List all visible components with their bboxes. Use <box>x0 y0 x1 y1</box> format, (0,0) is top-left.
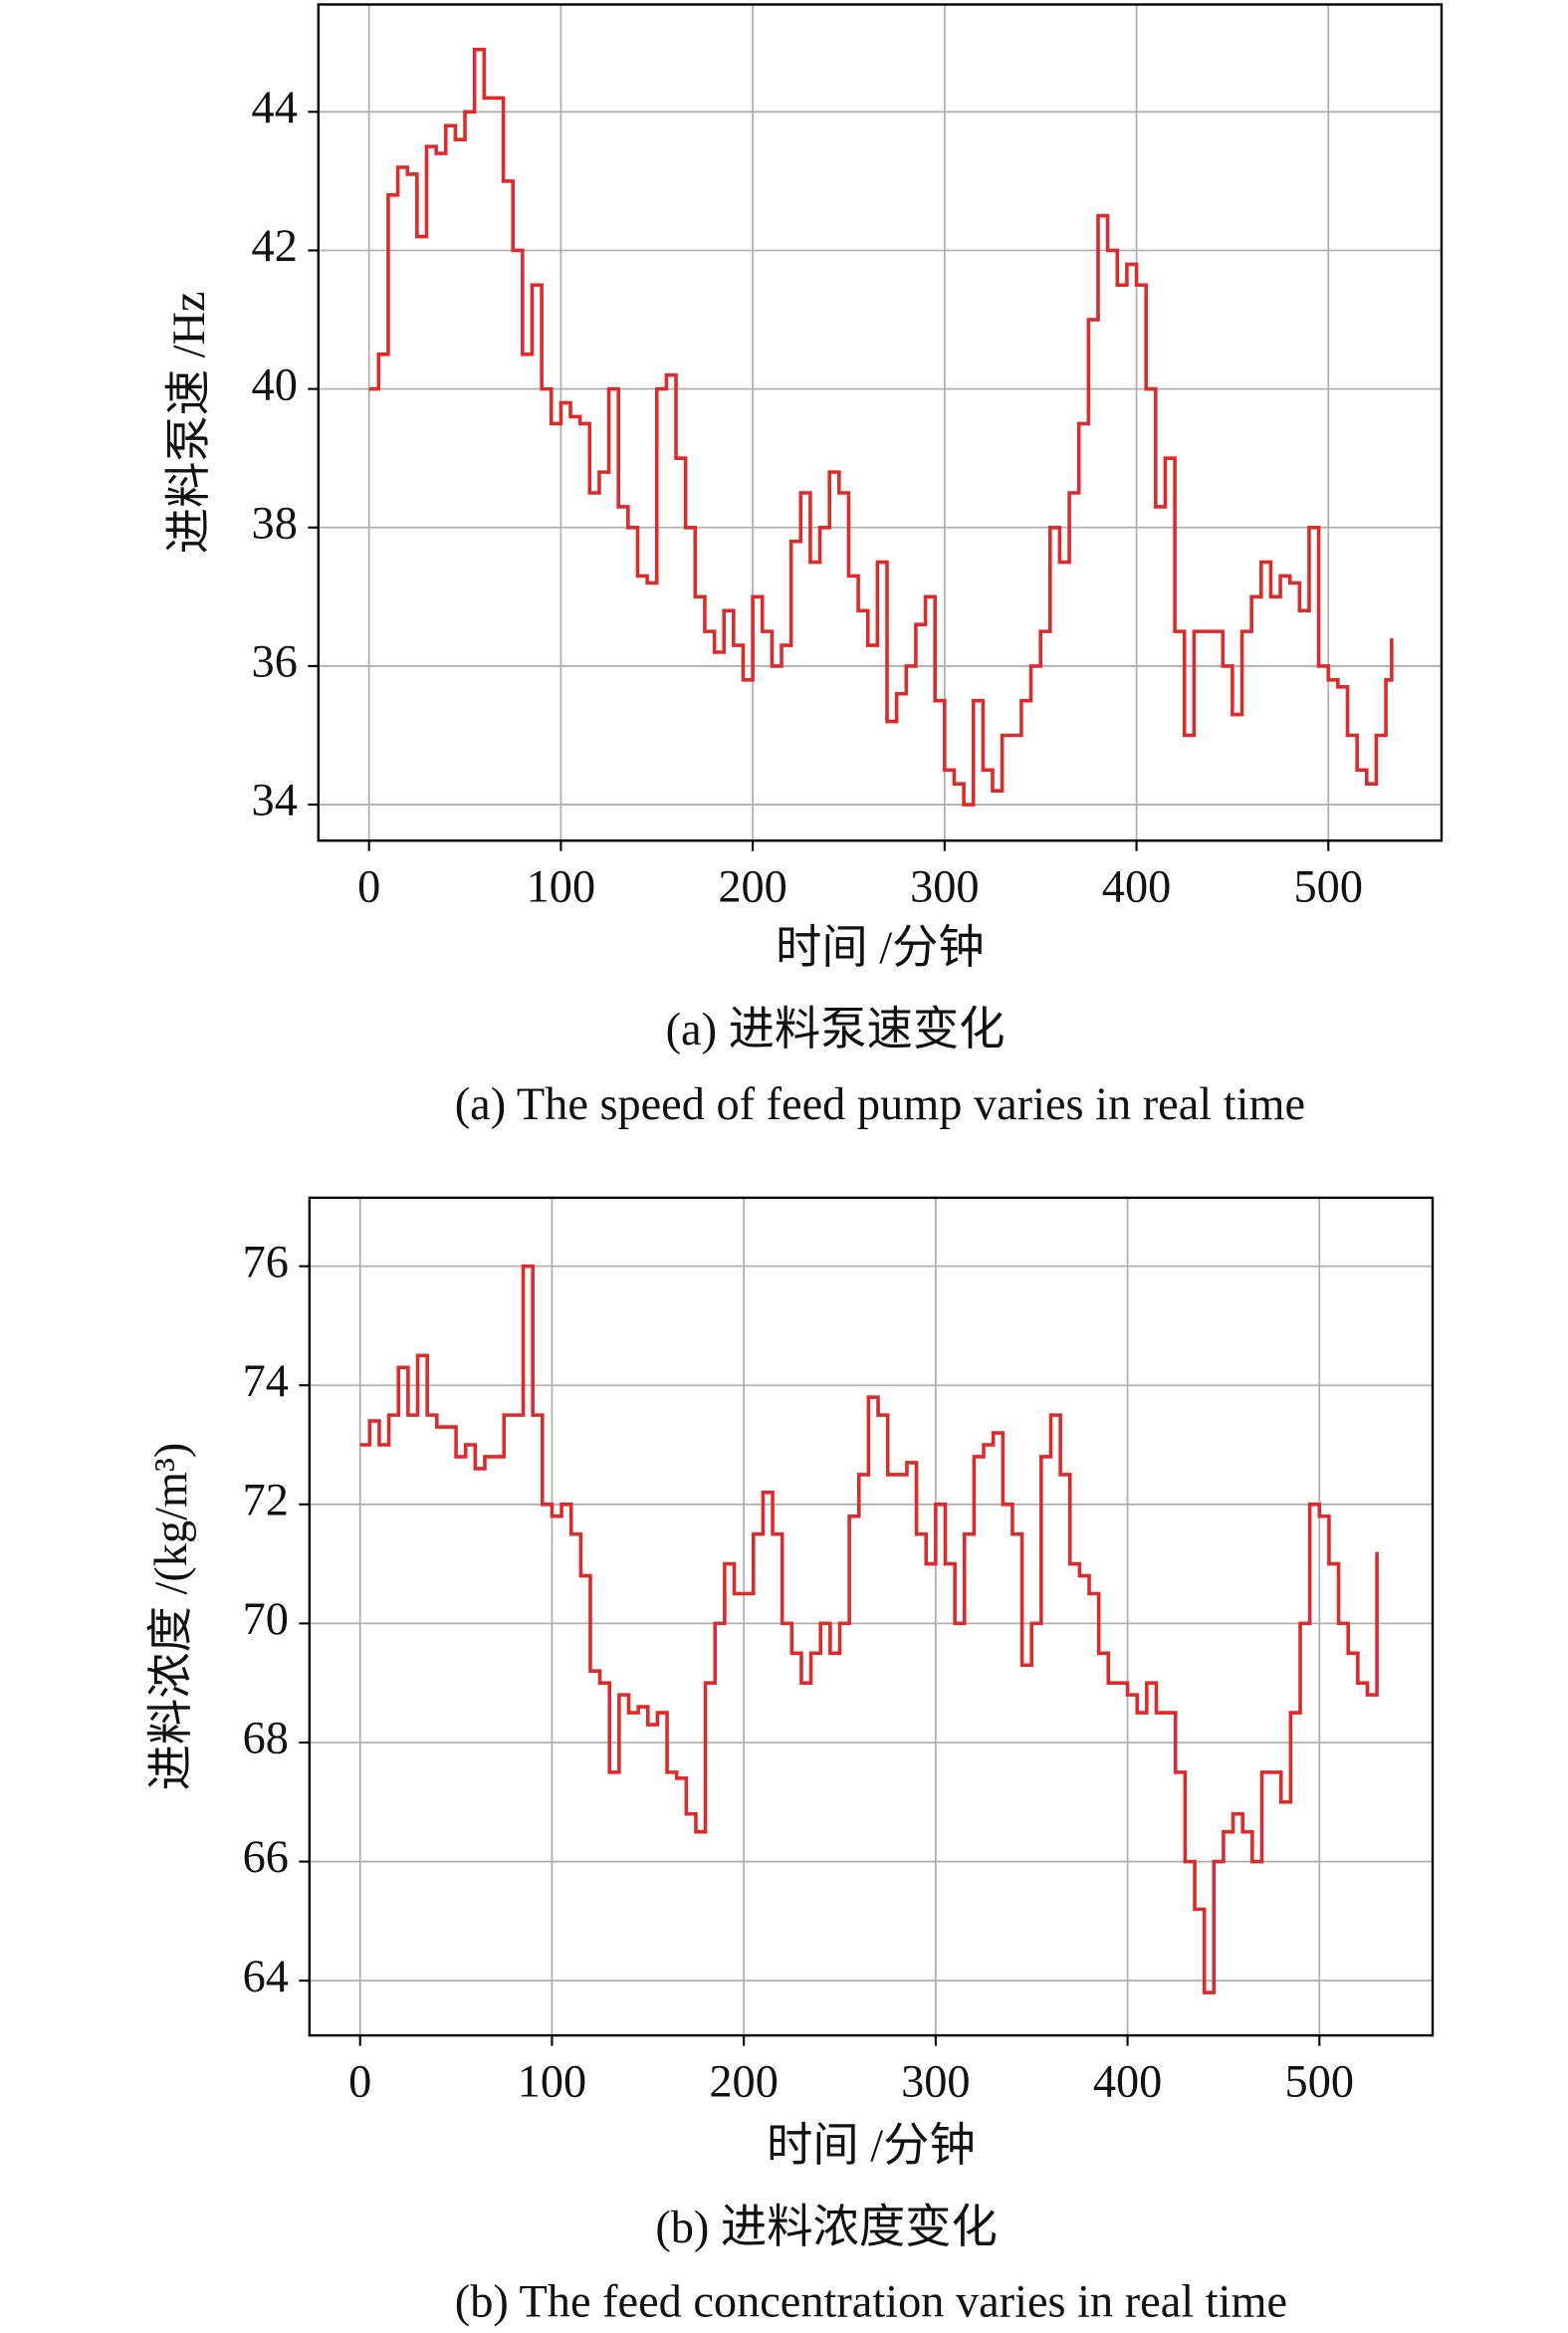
x-tick-label: 300 <box>910 862 979 913</box>
x-tick-label: 200 <box>718 862 786 913</box>
caption: (a) 进料泵速变化 <box>666 1004 1006 1055</box>
x-tick-label: 300 <box>901 2057 970 2108</box>
axes-frame <box>317 3 1444 842</box>
y-axis-label: 进料泵速 /Hz <box>164 292 215 555</box>
caption: (b) 进料浓度变化 <box>655 2202 997 2253</box>
x-tick-label: 100 <box>527 862 595 913</box>
y-axis-label: 进料浓度 /(kg/m³) <box>146 1443 197 1791</box>
y-tick-label: 64 <box>243 1952 289 2002</box>
data-line <box>359 1264 1379 1994</box>
y-tick-label: 66 <box>243 1832 289 1883</box>
x-axis-label: 时间 /分钟 <box>776 923 985 974</box>
y-tick-label: 76 <box>243 1237 289 1287</box>
y-tick-label: 70 <box>243 1594 289 1645</box>
caption-en: (b) The feed concentration varies in rea… <box>455 2277 1287 2328</box>
y-tick-label: 40 <box>252 359 298 410</box>
x-tick-label: 100 <box>518 2057 586 2108</box>
y-tick-label: 44 <box>252 83 298 133</box>
y-tick-label: 34 <box>252 776 298 826</box>
y-tick-label: 42 <box>252 221 298 272</box>
x-tick-label: 500 <box>1285 2057 1354 2108</box>
y-tick-label: 36 <box>252 637 298 688</box>
x-tick-label: 0 <box>348 2057 371 2108</box>
y-tick-label: 72 <box>243 1475 289 1525</box>
x-tick-label: 0 <box>357 862 380 913</box>
x-axis-label: 时间 /分钟 <box>767 2121 976 2172</box>
y-tick-label: 68 <box>243 1714 289 1764</box>
data-line <box>368 47 1394 807</box>
axes-frame <box>308 1196 1435 2037</box>
x-tick-label: 200 <box>709 2057 778 2108</box>
x-tick-label: 400 <box>1102 862 1171 913</box>
y-tick-label: 38 <box>252 498 298 549</box>
caption-en: (a) The speed of feed pump varies in rea… <box>455 1079 1305 1130</box>
x-tick-label: 400 <box>1093 2057 1162 2108</box>
x-tick-label: 500 <box>1294 862 1363 913</box>
y-tick-label: 74 <box>243 1356 289 1407</box>
